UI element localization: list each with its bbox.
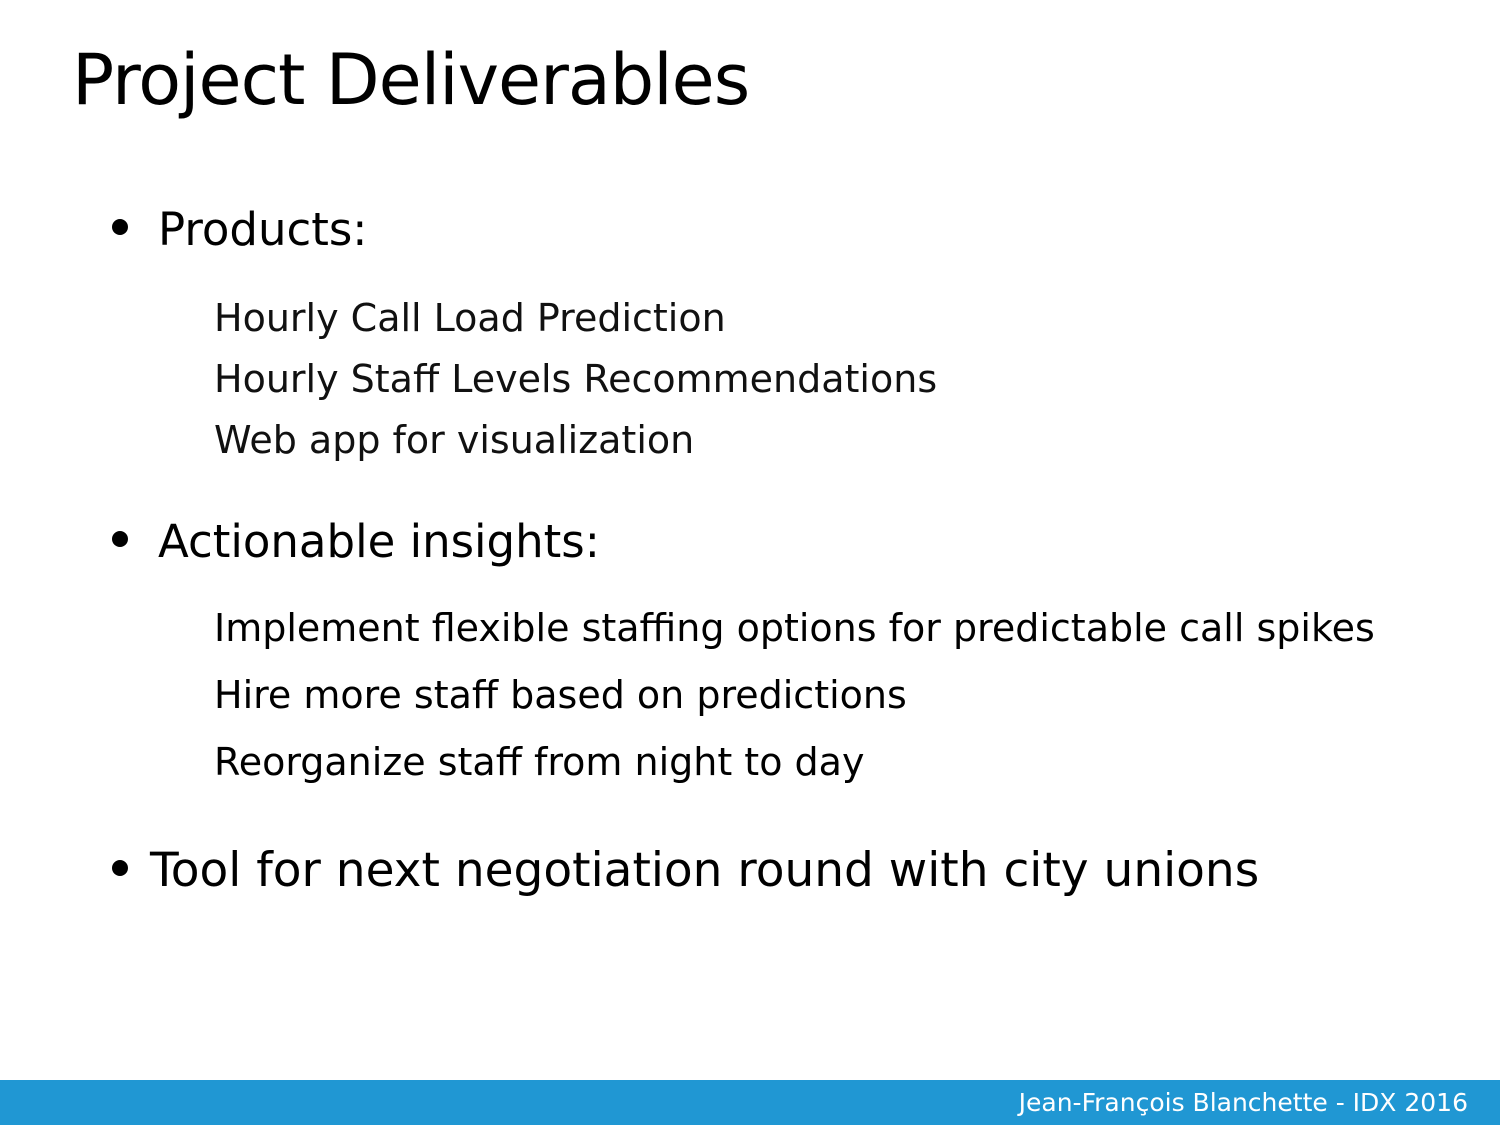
bullet-heading: Tool for next negotiation round with cit… [150, 843, 1260, 898]
sub-item: Web app for visualization [214, 418, 695, 462]
bullet-dot-icon [112, 531, 128, 547]
bullet-dot-icon [112, 859, 128, 876]
bullet-products: Products: [112, 203, 367, 257]
bullet-heading: Actionable insights: [158, 515, 600, 568]
sub-item: Hourly Call Load Prediction [214, 296, 726, 340]
footer-credit: Jean-François Blanchette - IDX 2016 [1018, 1088, 1468, 1117]
sub-item: Implement flexible staffing options for … [214, 606, 1375, 650]
bullet-negotiation-tool: Tool for next negotiation round with cit… [112, 843, 1259, 899]
slide-title: Project Deliverables [72, 39, 750, 121]
footer-bar: Jean-François Blanchette - IDX 2016 [0, 1080, 1500, 1125]
bullet-heading: Products: [158, 203, 368, 256]
sub-item: Hourly Staff Levels Recommendations [214, 357, 938, 401]
bullet-dot-icon [112, 219, 128, 235]
sub-item: Hire more staff based on predictions [214, 673, 907, 717]
bullet-actionable-insights: Actionable insights: [112, 515, 600, 569]
sub-item: Reorganize staff from night to day [214, 740, 865, 784]
